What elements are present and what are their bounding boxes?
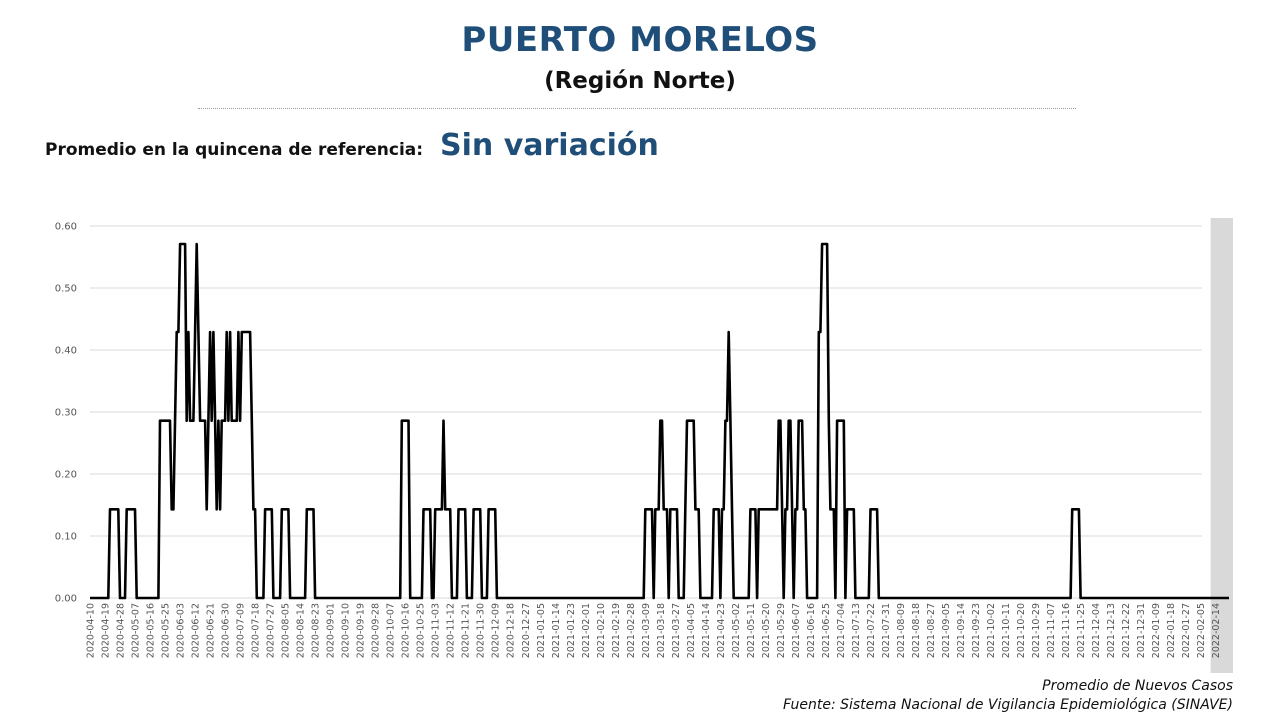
x-tick-label: 2020-08-23 bbox=[311, 603, 322, 658]
x-tick-label: 2021-07-22 bbox=[866, 603, 877, 658]
x-tick-label: 2021-05-11 bbox=[746, 603, 757, 658]
x-tick-label: 2020-06-12 bbox=[191, 603, 202, 658]
x-tick-label: 2021-05-02 bbox=[731, 603, 742, 658]
x-tick-label: 2022-02-05 bbox=[1196, 603, 1207, 658]
x-tick-label: 2021-05-29 bbox=[776, 603, 787, 658]
x-tick-label: 2020-12-18 bbox=[506, 603, 517, 658]
x-tick-label: 2020-11-21 bbox=[461, 603, 472, 658]
x-tick-label: 2021-02-19 bbox=[611, 603, 622, 658]
x-tick-label: 2021-12-31 bbox=[1136, 603, 1147, 658]
x-tick-label: 2021-04-23 bbox=[716, 603, 727, 658]
reference-value: Sin variación bbox=[440, 128, 659, 163]
x-tick-label: 2021-09-05 bbox=[941, 603, 952, 658]
y-tick-label: 0.60 bbox=[55, 222, 77, 233]
x-tick-label: 2020-10-16 bbox=[401, 603, 412, 658]
x-tick-label: 2021-04-14 bbox=[701, 603, 712, 658]
x-tick-label: 2020-12-27 bbox=[521, 603, 532, 658]
divider bbox=[198, 108, 1076, 109]
x-tick-label: 2020-09-19 bbox=[356, 603, 367, 658]
x-tick-label: 2021-12-13 bbox=[1106, 603, 1117, 658]
x-tick-label: 2020-04-28 bbox=[116, 603, 127, 658]
x-tick-label: 2022-01-27 bbox=[1181, 603, 1192, 658]
x-tick-label: 2021-08-27 bbox=[926, 603, 937, 658]
y-tick-label: 0.10 bbox=[55, 532, 77, 543]
x-tick-label: 2021-01-23 bbox=[566, 603, 577, 658]
x-tick-label: 2021-04-05 bbox=[686, 603, 697, 658]
x-tick-label: 2020-07-27 bbox=[266, 603, 277, 658]
x-tick-label: 2020-05-16 bbox=[146, 603, 157, 658]
x-tick-label: 2021-11-16 bbox=[1061, 603, 1072, 658]
x-tick-label: 2020-04-10 bbox=[86, 603, 97, 658]
x-tick-label: 2021-09-14 bbox=[956, 603, 967, 658]
x-tick-label: 2020-11-12 bbox=[446, 603, 457, 658]
y-tick-label: 0.50 bbox=[55, 284, 77, 295]
x-tick-label: 2020-07-09 bbox=[236, 603, 247, 658]
x-tick-label: 2020-06-30 bbox=[221, 603, 232, 658]
x-tick-label: 2020-11-03 bbox=[431, 603, 442, 658]
x-tick-label: 2021-07-04 bbox=[836, 603, 847, 658]
series-label: Promedio de Nuevos Casos bbox=[1042, 678, 1233, 694]
x-tick-label: 2021-10-11 bbox=[1001, 603, 1012, 658]
x-tick-label: 2021-01-14 bbox=[551, 603, 562, 658]
x-tick-label: 2021-06-25 bbox=[821, 603, 832, 658]
page-title: PUERTO MORELOS bbox=[461, 20, 819, 60]
x-tick-label: 2021-03-27 bbox=[671, 603, 682, 658]
x-tick-label: 2021-03-18 bbox=[656, 603, 667, 658]
x-tick-label: 2021-10-20 bbox=[1016, 603, 1027, 658]
x-tick-label: 2022-01-09 bbox=[1151, 603, 1162, 658]
region-subtitle: (Región Norte) bbox=[544, 68, 736, 94]
x-tick-label: 2022-02-14 bbox=[1211, 603, 1222, 658]
x-tick-label: 2020-04-19 bbox=[101, 603, 112, 658]
x-tick-label: 2021-07-31 bbox=[881, 603, 892, 658]
y-tick-label: 0.20 bbox=[55, 470, 77, 481]
shaded-band bbox=[1210, 218, 1233, 673]
x-tick-label: 2020-11-30 bbox=[476, 603, 487, 658]
y-tick-label: 0.30 bbox=[55, 408, 77, 419]
x-tick-label: 2020-07-18 bbox=[251, 603, 262, 658]
x-tick-label: 2021-11-07 bbox=[1046, 603, 1057, 658]
x-tick-label: 2020-10-25 bbox=[416, 603, 427, 658]
x-tick-label: 2020-10-07 bbox=[386, 603, 397, 658]
x-tick-label: 2021-03-09 bbox=[641, 603, 652, 658]
x-tick-label: 2021-08-09 bbox=[896, 603, 907, 658]
x-tick-label: 2020-09-01 bbox=[326, 603, 337, 658]
x-tick-label: 2020-05-25 bbox=[161, 603, 172, 658]
series-line bbox=[90, 242, 1229, 600]
x-tick-label: 2020-09-10 bbox=[341, 603, 352, 658]
x-tick-label: 2021-12-04 bbox=[1091, 603, 1102, 658]
x-tick-label: 2021-10-02 bbox=[986, 603, 997, 658]
x-tick-label: 2021-01-05 bbox=[536, 603, 547, 658]
y-tick-label: 0.40 bbox=[55, 346, 77, 357]
x-tick-label: 2020-09-28 bbox=[371, 603, 382, 658]
y-tick-label: 0.00 bbox=[55, 594, 77, 605]
x-tick-label: 2021-02-10 bbox=[596, 603, 607, 658]
x-tick-label: 2020-12-09 bbox=[491, 603, 502, 658]
x-tick-label: 2021-07-13 bbox=[851, 603, 862, 658]
x-tick-label: 2020-06-21 bbox=[206, 603, 217, 658]
x-tick-label: 2021-02-28 bbox=[626, 603, 637, 658]
x-tick-label: 2021-11-25 bbox=[1076, 603, 1087, 658]
reference-label: Promedio en la quincena de referencia: bbox=[45, 140, 424, 160]
x-tick-label: 2020-08-14 bbox=[296, 603, 307, 658]
x-tick-label: 2021-09-23 bbox=[971, 603, 982, 658]
x-tick-label: 2021-08-18 bbox=[911, 603, 922, 658]
x-tick-label: 2021-12-22 bbox=[1121, 603, 1132, 658]
x-tick-label: 2020-05-07 bbox=[131, 603, 142, 658]
x-tick-label: 2021-06-07 bbox=[791, 603, 802, 658]
source-note: Fuente: Sistema Nacional de Vigilancia E… bbox=[783, 697, 1233, 713]
x-tick-label: 2021-02-01 bbox=[581, 603, 592, 658]
x-tick-label: 2021-10-29 bbox=[1031, 603, 1042, 658]
x-tick-label: 2022-01-18 bbox=[1166, 603, 1177, 658]
x-tick-label: 2020-06-03 bbox=[176, 603, 187, 658]
x-tick-label: 2021-05-20 bbox=[761, 603, 772, 658]
x-tick-label: 2021-06-16 bbox=[806, 603, 817, 658]
x-tick-label: 2020-08-05 bbox=[281, 603, 292, 658]
